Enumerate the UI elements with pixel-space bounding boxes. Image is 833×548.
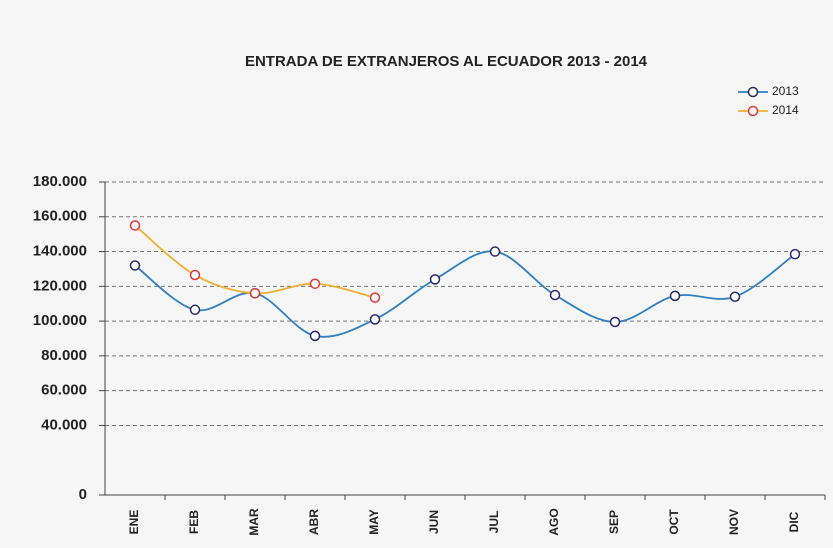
x-tick-label: ABR bbox=[307, 509, 321, 535]
x-tick-label: SEP bbox=[607, 510, 621, 534]
legend-marker bbox=[747, 86, 759, 98]
x-tick-label: FEB bbox=[187, 510, 201, 534]
marker bbox=[189, 269, 201, 281]
marker bbox=[129, 260, 141, 271]
chart-title: ENTRADA DE EXTRANJEROS AL ECUADOR 2013 -… bbox=[245, 53, 648, 70]
marker bbox=[309, 330, 321, 342]
y-tick-label: 80.000 bbox=[41, 347, 87, 364]
x-tick-label: OCT bbox=[667, 509, 681, 535]
legend-label: 2013 bbox=[772, 84, 799, 98]
y-tick-label: 60.000 bbox=[41, 382, 87, 399]
marker bbox=[369, 314, 381, 325]
marker bbox=[189, 304, 201, 316]
marker bbox=[369, 292, 381, 303]
marker bbox=[789, 248, 801, 260]
marker bbox=[609, 316, 621, 328]
x-tick-label: DIC bbox=[787, 511, 801, 532]
y-tick-label: 120.000 bbox=[33, 277, 87, 294]
marker bbox=[129, 220, 141, 231]
marker bbox=[309, 278, 321, 289]
y-tick-label: 40.000 bbox=[41, 416, 87, 433]
marker bbox=[669, 290, 681, 302]
x-tick-label: MAR bbox=[247, 508, 261, 536]
marker bbox=[489, 246, 501, 257]
marker bbox=[549, 289, 561, 301]
y-tick-label: 180.000 bbox=[33, 173, 87, 190]
x-tick-label: ENE bbox=[127, 510, 141, 535]
x-tick-label: NOV bbox=[727, 509, 741, 535]
legend-label: 2014 bbox=[772, 103, 799, 117]
x-tick-label: AGO bbox=[547, 508, 561, 535]
marker bbox=[249, 288, 261, 299]
y-tick-label: 100.000 bbox=[33, 312, 87, 329]
marker bbox=[429, 274, 441, 285]
x-tick-label: JUL bbox=[487, 511, 501, 534]
legend-marker bbox=[747, 105, 759, 117]
y-tick-label: 160.000 bbox=[33, 208, 87, 225]
marker bbox=[729, 291, 741, 303]
x-tick-label: MAY bbox=[367, 509, 381, 535]
y-tick-label: 0 bbox=[79, 486, 87, 503]
x-tick-label: JUN bbox=[427, 510, 441, 534]
y-tick-label: 140.000 bbox=[33, 243, 87, 260]
